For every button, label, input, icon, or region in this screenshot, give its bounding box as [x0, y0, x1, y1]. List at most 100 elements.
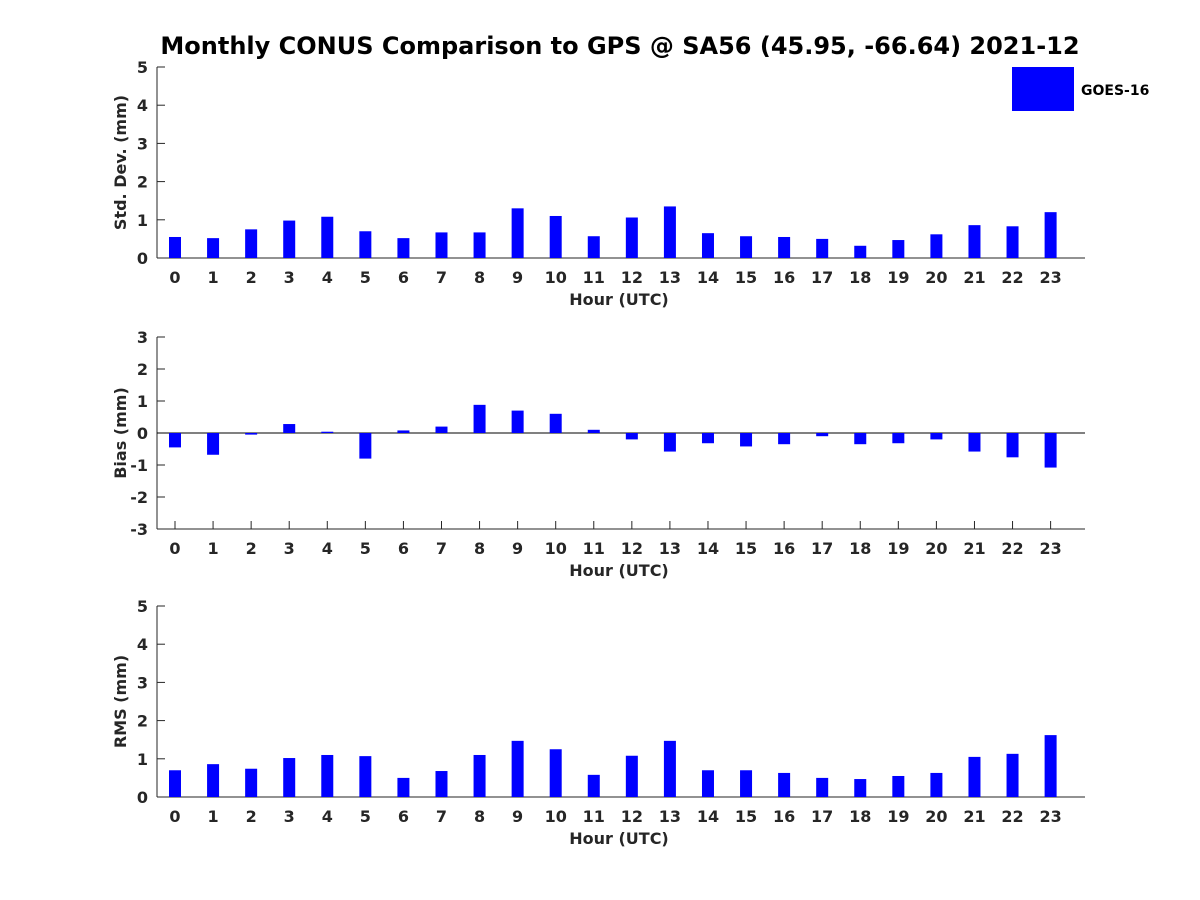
legend: GOES-16 — [1012, 67, 1149, 111]
bias-x-tick-label: 0 — [169, 539, 180, 558]
rms-x-tick-label: 6 — [398, 807, 409, 826]
bias-bar-hour-20 — [930, 433, 943, 440]
std-dev-x-tick-label: 3 — [284, 268, 295, 287]
std-dev-x-tick-label: 13 — [659, 268, 681, 287]
bias-x-axis-label: Hour (UTC) — [569, 561, 669, 580]
rms-x-tick-label: 17 — [811, 807, 833, 826]
rms-y-tick-label: 1 — [137, 750, 148, 769]
rms-bar-hour-19 — [892, 775, 905, 797]
rms-bar-hour-13 — [663, 740, 676, 797]
rms-x-tick-label: 7 — [436, 807, 447, 826]
rms-x-tick-label: 22 — [1001, 807, 1023, 826]
rms-bar-hour-1 — [207, 764, 220, 797]
rms-x-tick-label: 14 — [697, 807, 719, 826]
bias-bar-hour-7 — [435, 426, 448, 433]
rms-bar-hour-2 — [245, 768, 258, 797]
rms-bar-hour-6 — [397, 777, 410, 797]
rms-bar-hour-22 — [1006, 753, 1019, 797]
rms-x-axis-label: Hour (UTC) — [569, 829, 669, 848]
rms-bar-hour-0 — [169, 770, 181, 797]
bias-bar-hour-15 — [740, 433, 753, 447]
rms-bar-hour-18 — [854, 779, 867, 797]
rms-x-tick-label: 2 — [246, 807, 257, 826]
bias-bar-hour-17 — [816, 433, 829, 437]
bias-x-tick-label: 21 — [963, 539, 985, 558]
std-dev-x-tick-label: 16 — [773, 268, 795, 287]
rms-x-tick-label: 13 — [659, 807, 681, 826]
bias-x-tick-label: 12 — [621, 539, 643, 558]
std-dev-bar-hour-3 — [283, 220, 296, 258]
rms-x-tick-label: 5 — [360, 807, 371, 826]
std-dev-bar-hour-4 — [321, 216, 334, 258]
std-dev-bar-hour-2 — [245, 229, 258, 258]
std-dev-y-tick-label: 1 — [137, 211, 148, 230]
rms-x-tick-label: 0 — [169, 807, 180, 826]
bias-x-tick-label: 11 — [583, 539, 605, 558]
rms-bar-hour-10 — [549, 749, 562, 797]
std-dev-bar-hour-17 — [816, 238, 829, 258]
bias-bar-hour-10 — [549, 413, 562, 433]
std-dev-bar-hour-10 — [549, 215, 562, 258]
bias-y-tick-label: 1 — [137, 392, 148, 411]
rms-x-tick-label: 15 — [735, 807, 757, 826]
rms-bar-hour-5 — [359, 756, 372, 797]
bias-x-tick-label: 19 — [887, 539, 909, 558]
rms-bar-hour-9 — [511, 740, 524, 797]
bias-x-tick-label: 7 — [436, 539, 447, 558]
legend-swatch — [1012, 67, 1074, 111]
std-dev-bar-hour-5 — [359, 231, 372, 258]
std-dev-x-tick-label: 14 — [697, 268, 719, 287]
std-dev-x-tick-label: 15 — [735, 268, 757, 287]
bias-x-tick-label: 6 — [398, 539, 409, 558]
bias-x-tick-label: 4 — [322, 539, 333, 558]
rms-bar-hour-3 — [283, 758, 296, 797]
bias-x-tick-label: 15 — [735, 539, 757, 558]
bias-x-tick-label: 17 — [811, 539, 833, 558]
rms-bar-hour-20 — [930, 772, 943, 797]
rms-y-tick-label: 5 — [137, 597, 148, 616]
std-dev-bar-hour-9 — [511, 208, 524, 258]
std-dev-x-tick-label: 20 — [925, 268, 947, 287]
std-dev-y-tick-label: 2 — [137, 173, 148, 192]
bias-x-tick-label: 3 — [284, 539, 295, 558]
std-dev-bar-hour-6 — [397, 238, 410, 258]
bias-bar-hour-8 — [473, 404, 486, 433]
std-dev-x-tick-label: 9 — [512, 268, 523, 287]
bias-x-tick-label: 10 — [545, 539, 567, 558]
bias-bar-hour-5 — [359, 433, 372, 459]
std-dev-x-tick-label: 23 — [1039, 268, 1061, 287]
rms-x-tick-label: 21 — [963, 807, 985, 826]
bias-bar-hour-22 — [1006, 433, 1019, 458]
std-dev-x-tick-label: 5 — [360, 268, 371, 287]
std-dev-x-tick-label: 4 — [322, 268, 333, 287]
rms-y-axis-label: RMS (mm) — [111, 655, 130, 748]
std-dev-x-tick-label: 10 — [545, 268, 567, 287]
bias-y-tick-label: -1 — [130, 456, 148, 475]
std-dev-bar-hour-0 — [169, 236, 181, 258]
rms-bar-hour-11 — [587, 774, 600, 797]
std-dev-bar-hour-12 — [625, 217, 638, 258]
std-dev-bar-hour-23 — [1044, 212, 1057, 258]
rms-x-tick-label: 23 — [1039, 807, 1061, 826]
std-dev-bar-hour-8 — [473, 232, 486, 258]
std-dev-bar-hour-1 — [207, 238, 220, 258]
rms-x-tick-label: 19 — [887, 807, 909, 826]
std-dev-x-tick-label: 18 — [849, 268, 871, 287]
bias-x-tick-label: 20 — [925, 539, 947, 558]
bias-x-tick-label: 5 — [360, 539, 371, 558]
std-dev-y-tick-label: 0 — [137, 249, 148, 268]
bias-x-tick-label: 9 — [512, 539, 523, 558]
std-dev-x-tick-label: 0 — [169, 268, 180, 287]
std-dev-bar-hour-21 — [968, 225, 981, 258]
std-dev-bar-hour-13 — [663, 206, 676, 258]
rms-x-tick-label: 8 — [474, 807, 485, 826]
bias-bar-hour-14 — [701, 433, 714, 444]
bias-y-tick-label: 2 — [137, 360, 148, 379]
rms-x-tick-label: 4 — [322, 807, 333, 826]
bias-bar-hour-0 — [169, 433, 181, 448]
rms-bar-hour-16 — [778, 772, 791, 797]
std-dev-x-tick-label: 17 — [811, 268, 833, 287]
rms-x-tick-label: 3 — [284, 807, 295, 826]
